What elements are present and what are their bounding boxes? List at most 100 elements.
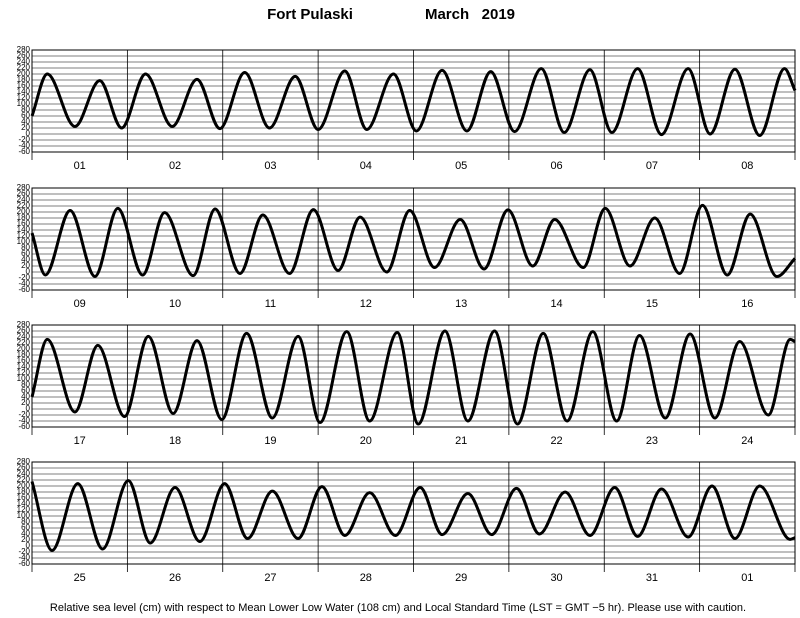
y-tick-label: 280 xyxy=(17,45,31,54)
y-tick-label: -20 xyxy=(18,410,30,419)
plot-frame xyxy=(31,187,796,291)
tide-curve xyxy=(30,203,797,279)
tide-curve xyxy=(30,329,796,426)
y-tick-label: 180 xyxy=(17,213,31,222)
day-label: 14 xyxy=(550,298,562,310)
y-tick-label: 100 xyxy=(17,511,31,520)
y-tick-label: 260 xyxy=(17,189,31,198)
y-tick-label: 180 xyxy=(17,75,31,84)
day-label: 18 xyxy=(169,435,181,447)
y-tick-label: 0 xyxy=(26,541,31,550)
day-label: 08 xyxy=(741,160,753,172)
y-tick-label: 60 xyxy=(21,386,30,395)
y-tick-label: 40 xyxy=(21,117,30,126)
y-tick-label: 200 xyxy=(17,481,31,490)
y-tick-label: 280 xyxy=(17,183,31,192)
y-tick-label: 20 xyxy=(21,123,30,132)
day-label: 31 xyxy=(646,572,658,584)
y-tick-label: 60 xyxy=(21,249,30,258)
y-tick-label: 160 xyxy=(17,81,31,90)
y-tick-label: -60 xyxy=(18,422,30,431)
y-tick-label: 40 xyxy=(21,392,30,401)
day-label: 28 xyxy=(360,572,372,584)
y-tick-label: -60 xyxy=(18,285,30,294)
y-tick-label: 0 xyxy=(26,404,31,413)
day-label: 21 xyxy=(455,435,467,447)
y-tick-label: 260 xyxy=(17,463,31,472)
y-tick-label: -20 xyxy=(18,547,30,556)
y-tick-label: 200 xyxy=(17,69,31,78)
station-title: Fort Pulaski xyxy=(267,6,353,23)
day-label: 27 xyxy=(264,572,276,584)
y-tick-label: -20 xyxy=(18,273,30,282)
y-tick-label: 200 xyxy=(17,207,31,216)
day-label: 10 xyxy=(169,298,181,310)
y-tick-label: 240 xyxy=(17,57,31,66)
y-tick-label: -40 xyxy=(18,141,30,150)
day-label: 29 xyxy=(455,572,467,584)
footer-note: Relative sea level (cm) with respect to … xyxy=(50,602,746,614)
y-tick-label: 280 xyxy=(17,457,31,466)
y-tick-label: 80 xyxy=(21,243,30,252)
y-tick-label: 80 xyxy=(21,105,30,114)
y-tick-label: 220 xyxy=(17,475,31,484)
day-label: 26 xyxy=(169,572,181,584)
plot-frame xyxy=(31,49,796,153)
y-tick-label: 140 xyxy=(17,362,31,371)
day-label: 03 xyxy=(264,160,276,172)
day-label: 12 xyxy=(360,298,372,310)
day-label: 07 xyxy=(646,160,658,172)
y-tick-label: 20 xyxy=(21,535,30,544)
y-tick-label: 120 xyxy=(17,231,31,240)
y-tick-label: 280 xyxy=(17,320,31,329)
day-label: 02 xyxy=(169,160,181,172)
y-tick-label: 180 xyxy=(17,350,31,359)
y-tick-label: 160 xyxy=(17,356,31,365)
day-label: 17 xyxy=(74,435,86,447)
y-tick-label: 120 xyxy=(17,93,31,102)
y-tick-label: 100 xyxy=(17,374,31,383)
day-label: 23 xyxy=(646,435,658,447)
day-label: 19 xyxy=(264,435,276,447)
y-tick-label: 80 xyxy=(21,517,30,526)
y-tick-label: 40 xyxy=(21,255,30,264)
y-tick-label: 220 xyxy=(17,63,31,72)
day-label: 16 xyxy=(741,298,753,310)
y-tick-label: 160 xyxy=(17,219,31,228)
y-tick-label: 140 xyxy=(17,87,31,96)
y-tick-label: -60 xyxy=(18,559,30,568)
day-label: 30 xyxy=(550,572,562,584)
day-label: 20 xyxy=(360,435,372,447)
y-tick-label: 100 xyxy=(17,99,31,108)
y-tick-label: 120 xyxy=(17,505,31,514)
y-tick-label: 220 xyxy=(17,201,31,210)
y-tick-label: 240 xyxy=(17,195,31,204)
y-tick-label: 60 xyxy=(21,523,30,532)
y-tick-label: 240 xyxy=(17,469,31,478)
day-label: 15 xyxy=(646,298,658,310)
y-tick-label: -40 xyxy=(18,553,30,562)
y-tick-label: -40 xyxy=(18,279,30,288)
y-tick-label: 180 xyxy=(17,487,31,496)
plot-frame xyxy=(31,461,796,565)
y-tick-label: -20 xyxy=(18,135,30,144)
y-tick-label: 40 xyxy=(21,529,30,538)
plot-frame xyxy=(31,324,796,428)
day-label: 05 xyxy=(455,160,467,172)
day-label: 24 xyxy=(741,435,753,447)
y-tick-label: 20 xyxy=(21,398,30,407)
period-title: March 2019 xyxy=(425,6,515,23)
day-label: 22 xyxy=(550,435,562,447)
day-label: 11 xyxy=(265,298,276,310)
day-label: 01 xyxy=(74,160,86,172)
y-tick-label: -40 xyxy=(18,416,30,425)
y-tick-label: 80 xyxy=(21,380,30,389)
day-label: 04 xyxy=(360,160,372,172)
y-tick-label: 260 xyxy=(17,326,31,335)
day-label: 25 xyxy=(74,572,86,584)
y-tick-label: 20 xyxy=(21,261,30,270)
y-tick-label: 260 xyxy=(17,51,31,60)
y-tick-label: 0 xyxy=(26,129,31,138)
